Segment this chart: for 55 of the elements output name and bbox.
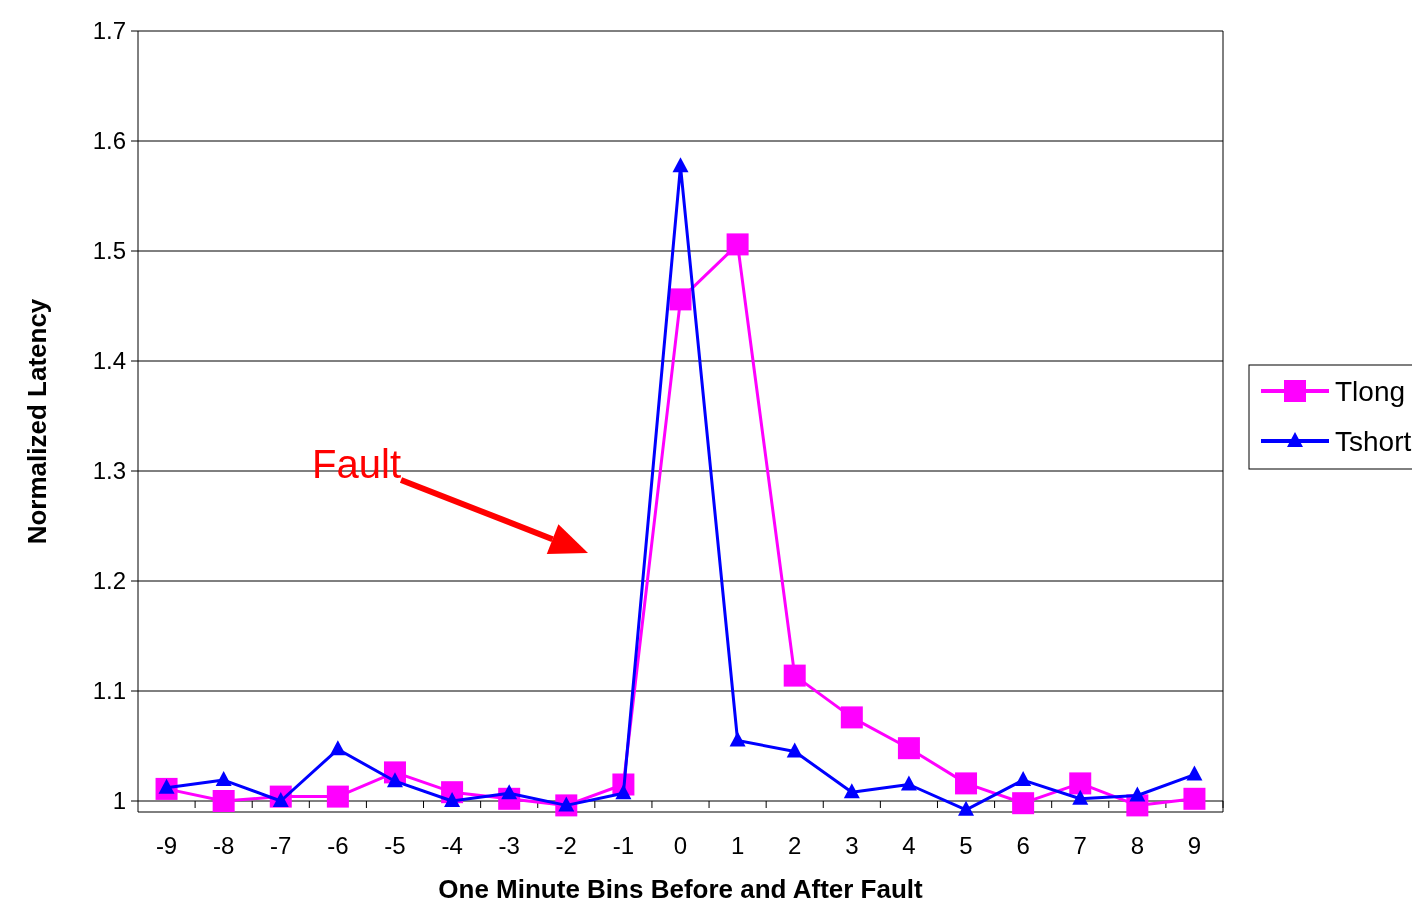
point xyxy=(1012,792,1035,815)
point xyxy=(840,706,863,729)
y-tick-label: 1.2 xyxy=(92,567,126,595)
y-tick-label: 1.7 xyxy=(92,17,126,45)
x-tick-label: -6 xyxy=(327,832,349,859)
x-tick-label: 2 xyxy=(788,832,802,859)
x-tick-label: 9 xyxy=(1187,832,1202,859)
point xyxy=(958,800,975,816)
point xyxy=(955,772,978,795)
x-tick-label: 5 xyxy=(959,832,973,859)
y-tick-label: 1.5 xyxy=(92,237,126,265)
x-tick-label: -2 xyxy=(555,832,577,859)
x-tick-label: 3 xyxy=(845,832,859,859)
x-tick-label: -1 xyxy=(612,832,635,859)
point xyxy=(1072,789,1089,805)
point xyxy=(786,742,803,758)
y-tick-label: 1.4 xyxy=(92,347,126,375)
legend-label: Tlong xyxy=(1335,375,1406,407)
point xyxy=(1129,786,1146,802)
point xyxy=(215,771,232,787)
annotation: Fault xyxy=(312,442,401,486)
x-tick-label: -4 xyxy=(441,832,463,859)
point xyxy=(672,157,689,173)
point xyxy=(1186,765,1203,781)
x-tick-label: -5 xyxy=(384,832,406,859)
x-tick-label: -8 xyxy=(212,832,235,859)
point xyxy=(783,664,806,687)
point xyxy=(726,233,749,256)
point xyxy=(669,288,692,311)
x-tick-label: 7 xyxy=(1073,832,1087,859)
y-tick-label: 1.1 xyxy=(92,677,126,705)
y-axis-title: Normalized Latency xyxy=(22,298,52,545)
point xyxy=(329,740,346,756)
y-tick-label: 1 xyxy=(112,787,126,815)
point xyxy=(326,785,349,808)
x-tick-label: 8 xyxy=(1130,832,1145,859)
x-tick-label: 0 xyxy=(673,832,688,859)
y-tick-label: 1.6 xyxy=(92,127,126,155)
x-tick-label: -9 xyxy=(155,832,178,859)
point xyxy=(1069,772,1092,795)
point xyxy=(212,790,235,812)
point xyxy=(897,737,920,760)
point xyxy=(729,731,746,747)
x-tick-label: 6 xyxy=(1016,832,1030,859)
point xyxy=(1183,787,1206,810)
point xyxy=(1015,771,1032,787)
x-tick-label: -3 xyxy=(498,832,520,859)
point xyxy=(843,783,860,799)
x-tick-label: -7 xyxy=(270,832,292,859)
x-tick-label: 4 xyxy=(902,832,916,859)
x-axis-title: One Minute Bins Before and After Fault xyxy=(438,874,924,904)
legend-label: Tshort xyxy=(1335,425,1412,457)
point xyxy=(900,775,917,791)
y-tick-label: 1.3 xyxy=(92,457,126,485)
x-tick-label: 1 xyxy=(730,832,745,859)
